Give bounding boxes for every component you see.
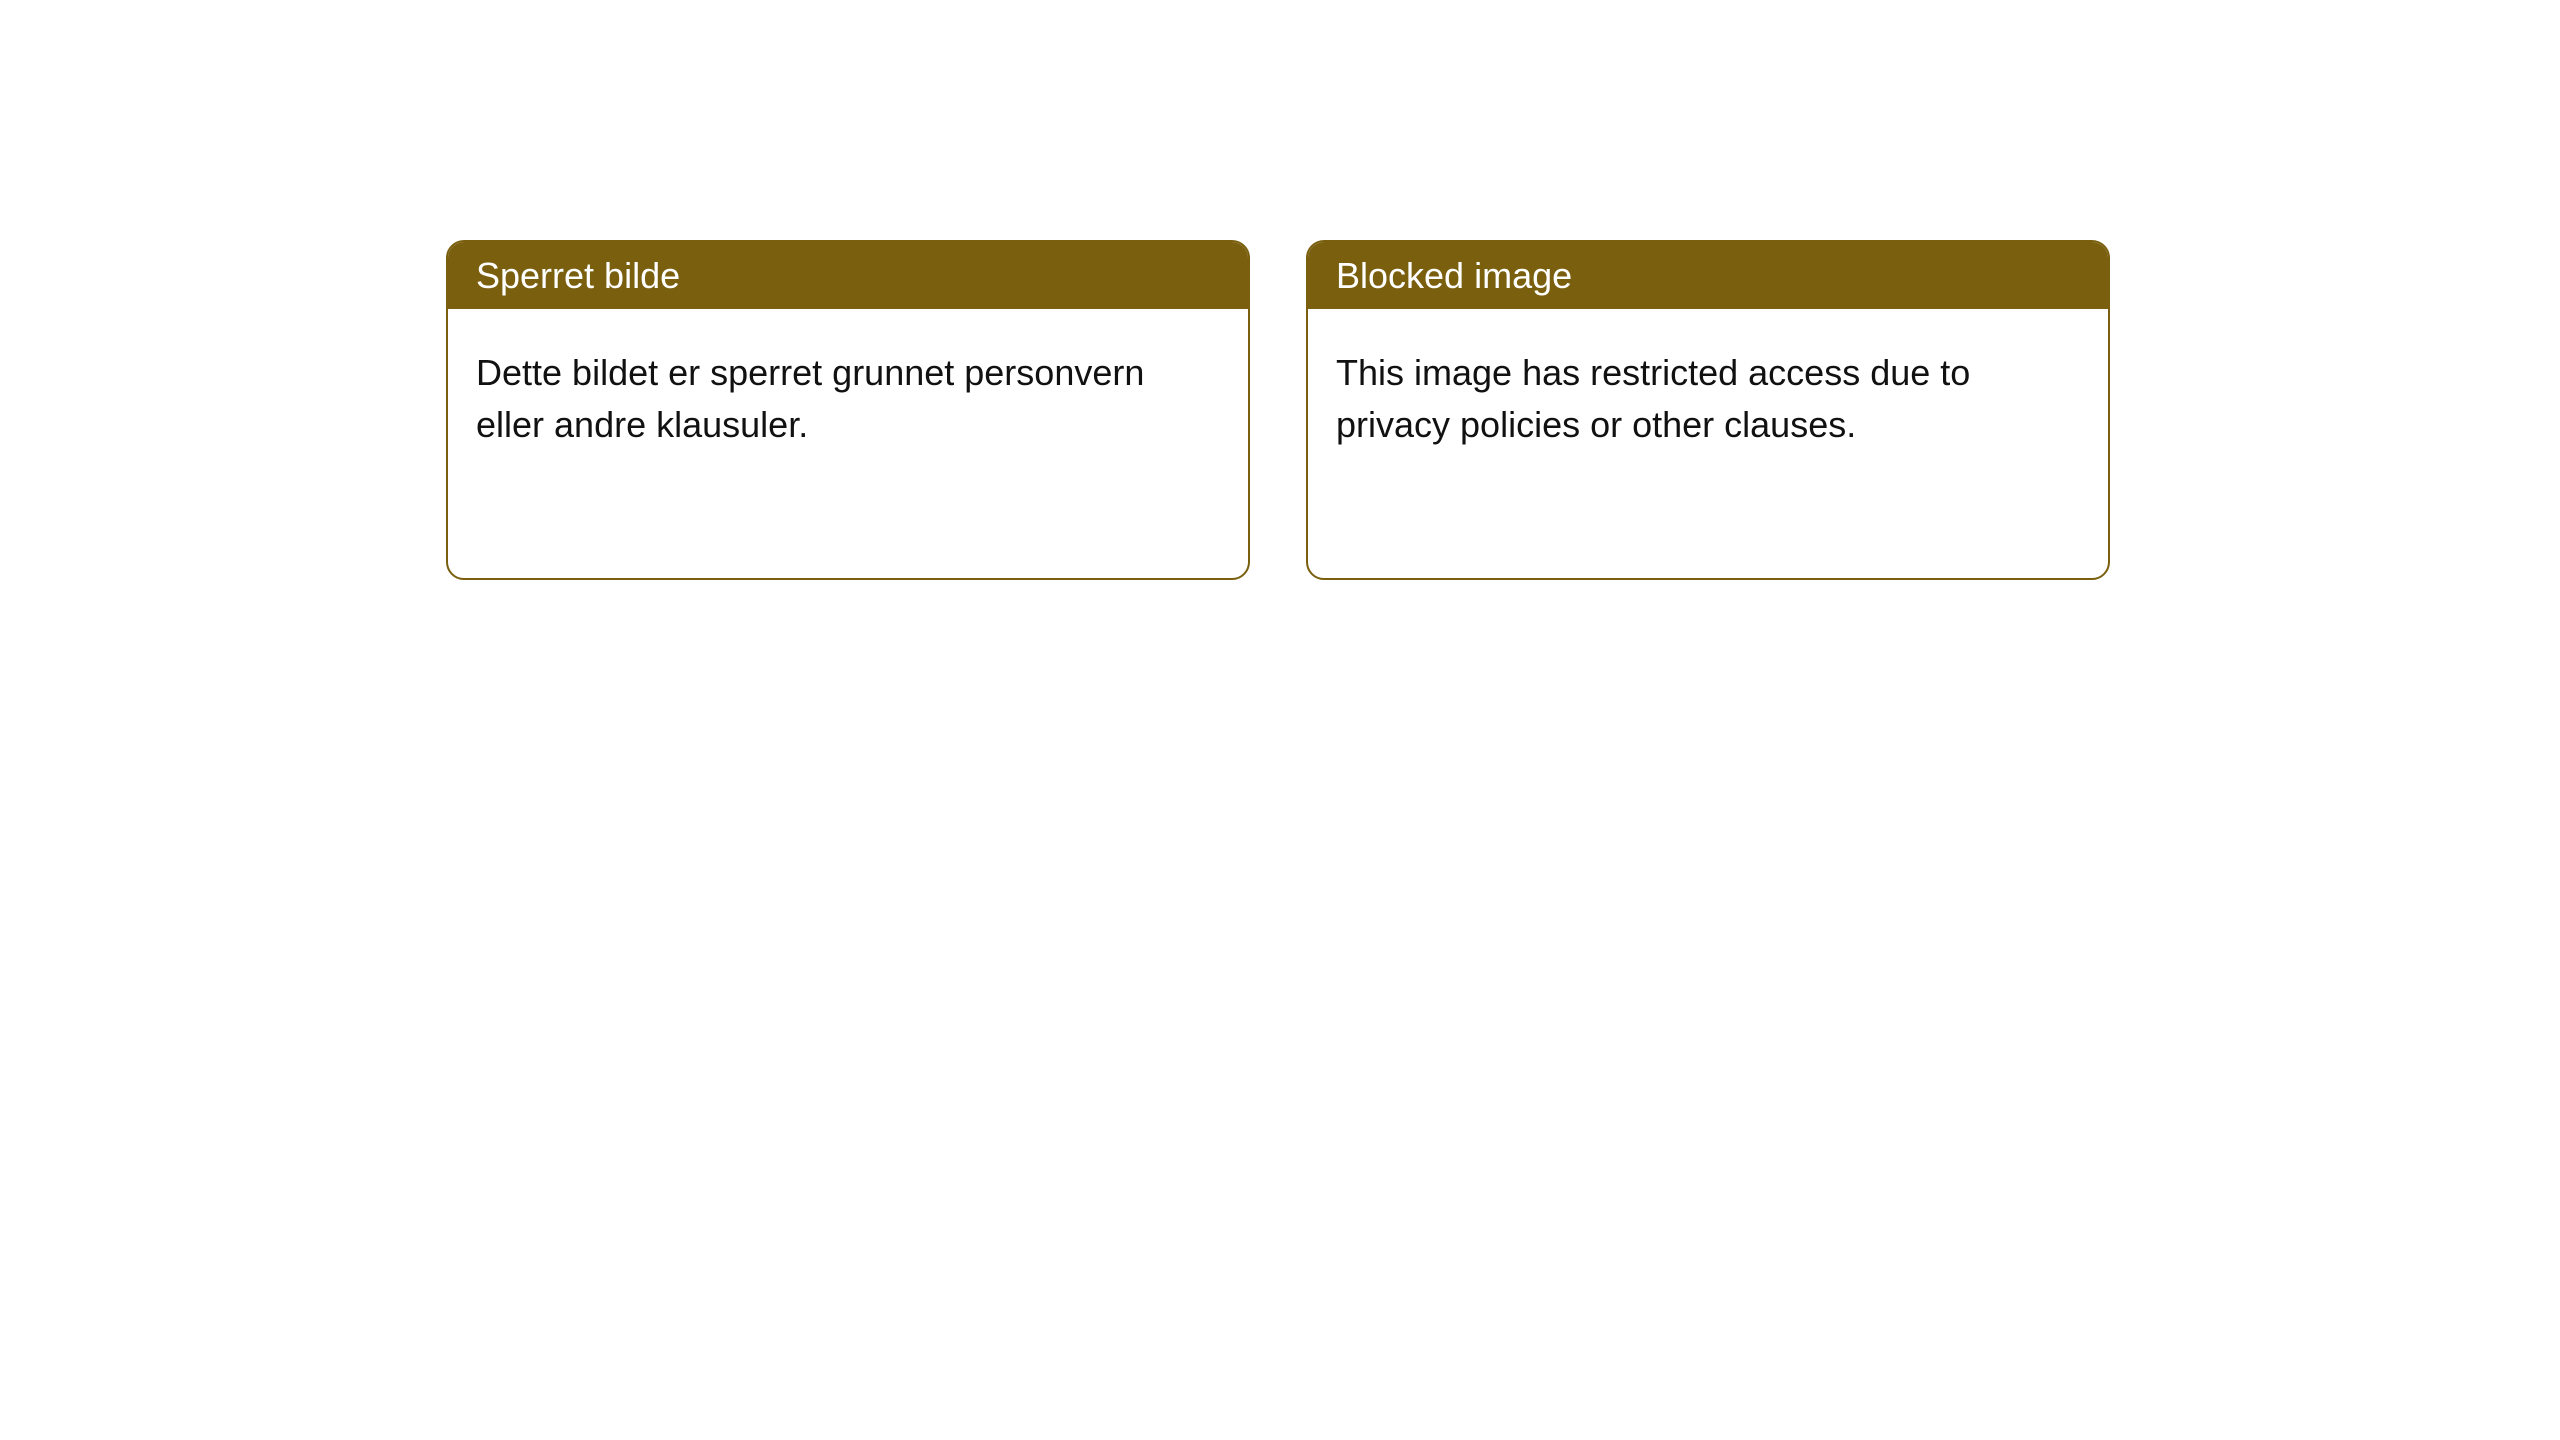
notice-container: Sperret bilde Dette bildet er sperret gr… (0, 0, 2560, 580)
notice-header-norwegian: Sperret bilde (448, 242, 1248, 309)
notice-box-norwegian: Sperret bilde Dette bildet er sperret gr… (446, 240, 1250, 580)
notice-box-english: Blocked image This image has restricted … (1306, 240, 2110, 580)
notice-body-english: This image has restricted access due to … (1308, 309, 2108, 489)
notice-body-norwegian: Dette bildet er sperret grunnet personve… (448, 309, 1248, 489)
notice-header-english: Blocked image (1308, 242, 2108, 309)
